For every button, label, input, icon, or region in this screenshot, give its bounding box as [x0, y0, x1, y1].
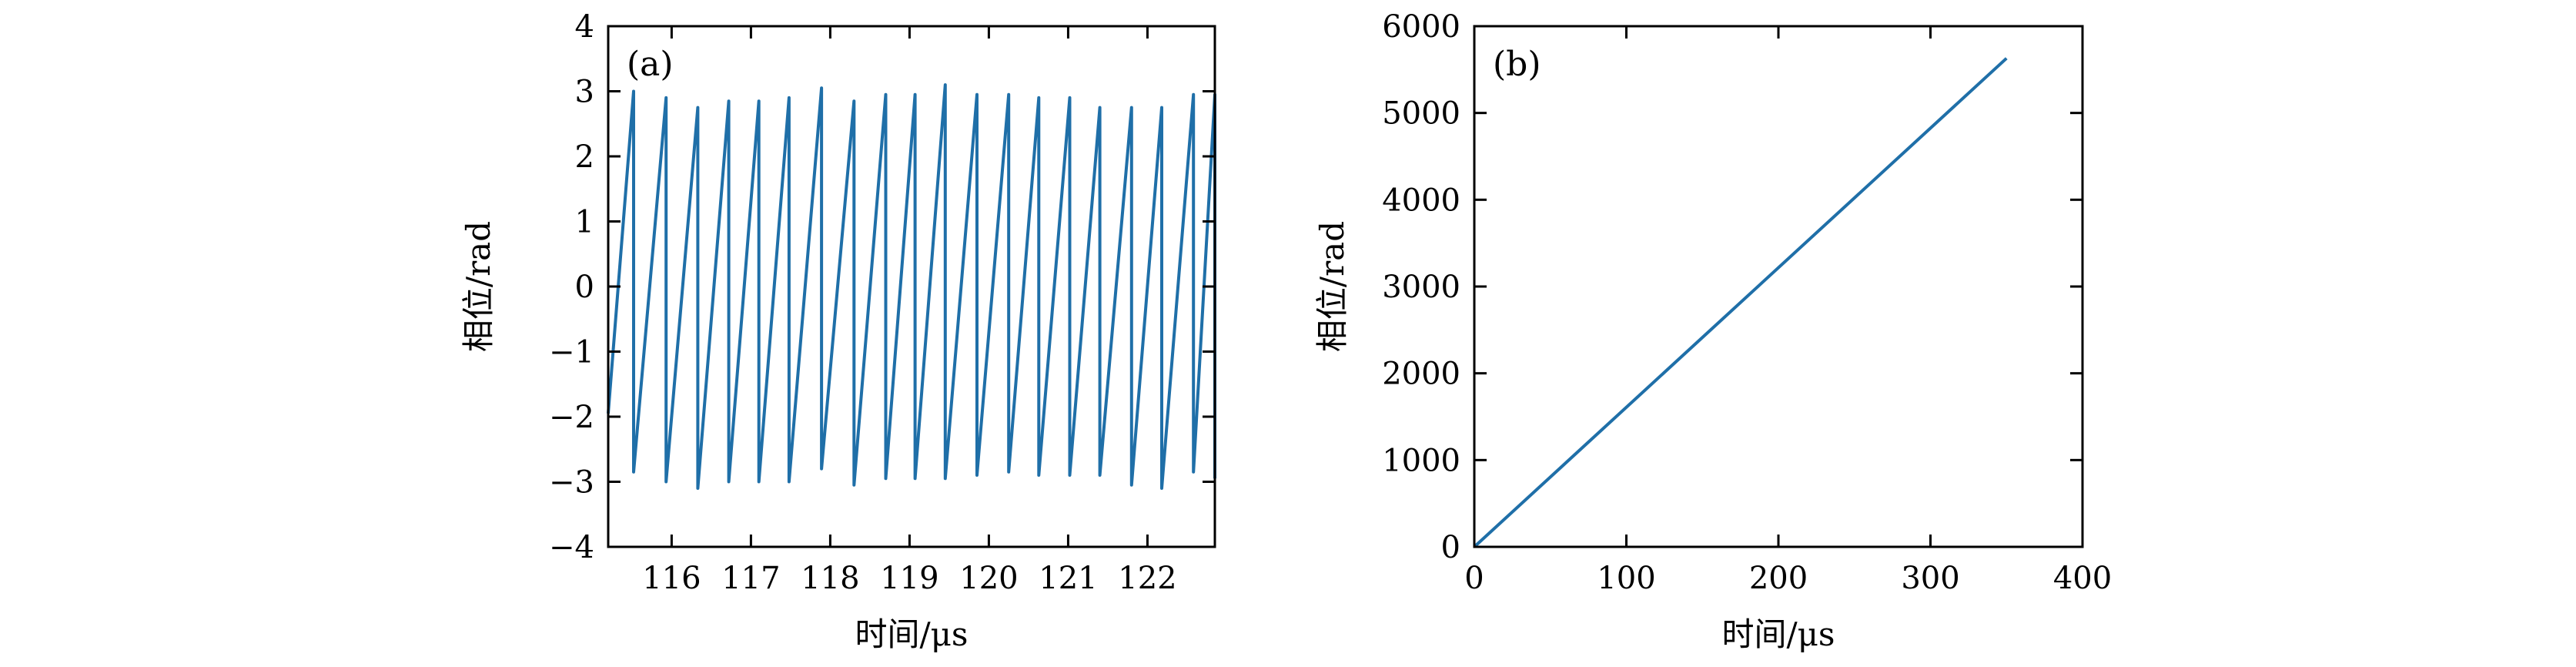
y-tick-label: 4000 — [1382, 183, 1460, 218]
x-tick-label: 120 — [959, 561, 1018, 596]
chart-panel-b: 0 100 200 300 4000100020003000400050006000(b… — [1313, 9, 2112, 653]
x-axis-label: 时间/μs — [1721, 615, 1835, 653]
series-line-0 — [607, 83, 1216, 490]
y-axis-label: 相位/rad — [460, 221, 497, 352]
x-tick-label: 121 — [1039, 561, 1097, 596]
panel-label: (b) — [1493, 45, 1541, 84]
x-tick-label: 122 — [1118, 561, 1176, 596]
x-tick-label: 0 — [1464, 561, 1484, 596]
y-tick-label: 6000 — [1382, 9, 1460, 45]
plot-frame — [1473, 25, 2084, 548]
y-tick-label: 3 — [575, 75, 594, 110]
x-tick-label: 117 — [721, 561, 780, 596]
x-tick-label: 119 — [880, 561, 938, 596]
x-tick-label: 116 — [642, 561, 701, 596]
y-tick-label: −4 — [549, 530, 594, 565]
y-tick-label: −3 — [549, 465, 594, 501]
x-axis-label: 时间/μs — [855, 615, 968, 653]
x-tick-label: 400 — [2053, 561, 2112, 596]
y-axis-label: 相位/rad — [1313, 221, 1351, 352]
series-line-0 — [1473, 57, 2008, 548]
y-tick-label: −1 — [549, 335, 594, 370]
x-tick-label: 118 — [801, 561, 859, 596]
y-tick-label: 5000 — [1382, 96, 1460, 132]
y-tick-label: 1000 — [1382, 443, 1460, 478]
panel-label: (a) — [627, 45, 674, 84]
y-tick-label: 4 — [575, 9, 594, 45]
y-tick-label: 1 — [575, 205, 594, 240]
chart-panel-a: 116 117 118 119 120 121 122 −4 −3 −2 −1 0 1 2 3 4 (a) 时间/… — [460, 9, 1216, 653]
x-tick-label: 100 — [1597, 561, 1655, 596]
y-tick-label: 0 — [575, 270, 594, 305]
y-tick-label: 0 — [1441, 530, 1460, 565]
x-tick-label: 200 — [1749, 561, 1808, 596]
y-tick-label: 2 — [575, 139, 594, 175]
y-tick-label: −2 — [549, 400, 594, 435]
x-tick-label: 300 — [1901, 561, 1959, 596]
y-tick-label: 3000 — [1382, 270, 1460, 305]
y-tick-label: 2000 — [1382, 357, 1460, 392]
